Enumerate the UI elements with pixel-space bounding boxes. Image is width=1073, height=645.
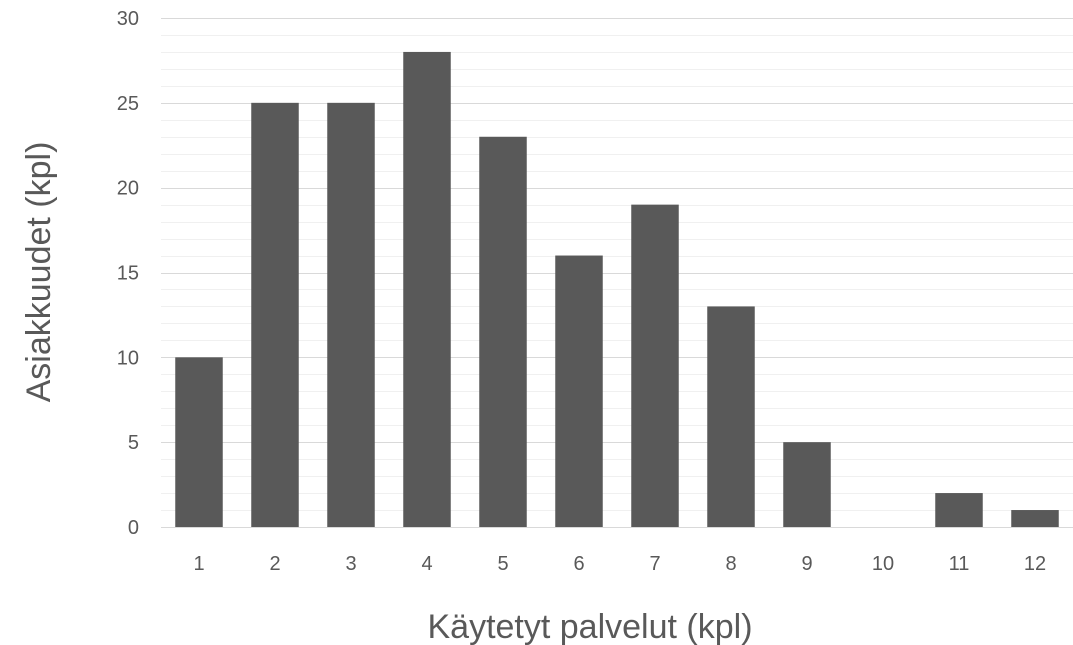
x-tick-label: 2 xyxy=(269,553,280,575)
bar xyxy=(631,204,679,527)
bar xyxy=(327,102,375,527)
gridlines xyxy=(161,18,1073,528)
x-tick-label: 12 xyxy=(1024,553,1046,575)
x-tick-label: 11 xyxy=(949,553,970,575)
x-tick-labels: 1 2 3 4 5 6 7 8 9 10 11 12 xyxy=(193,553,1046,575)
y-tick-label: 15 xyxy=(117,263,139,285)
x-tick-label: 6 xyxy=(573,553,584,575)
bar xyxy=(403,51,451,527)
bar xyxy=(175,357,223,527)
y-tick-labels: 0 5 10 15 20 25 30 xyxy=(117,8,139,539)
y-tick-label: 5 xyxy=(128,432,139,454)
x-tick-label: 9 xyxy=(801,553,812,575)
x-tick-label: 5 xyxy=(497,553,508,575)
x-tick-label: 1 xyxy=(193,553,204,575)
bar xyxy=(707,306,755,527)
x-tick-label: 10 xyxy=(872,553,894,575)
x-tick-label: 3 xyxy=(345,553,356,575)
y-tick-label: 0 xyxy=(128,517,139,539)
x-tick-label: 7 xyxy=(649,553,660,575)
bar xyxy=(555,255,603,528)
bars xyxy=(175,51,1059,528)
y-tick-label: 20 xyxy=(117,178,139,200)
x-axis-title: Käytetyt palvelut (kpl) xyxy=(427,608,752,645)
bar xyxy=(251,102,299,527)
y-tick-label: 25 xyxy=(117,93,139,115)
x-tick-label: 4 xyxy=(421,553,432,575)
y-tick-label: 10 xyxy=(117,347,139,369)
y-axis-title: Asiakkuudet (kpl) xyxy=(20,142,58,403)
bar xyxy=(783,442,831,527)
bar xyxy=(479,136,527,527)
bar xyxy=(935,493,983,527)
x-tick-label: 8 xyxy=(725,553,736,575)
bar xyxy=(1011,510,1059,527)
y-tick-label: 30 xyxy=(117,8,139,30)
